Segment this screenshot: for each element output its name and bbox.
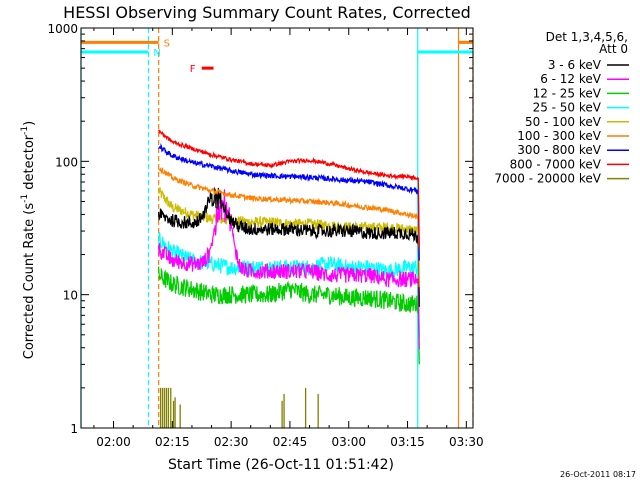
y-tick-label-1: 10: [63, 289, 78, 303]
y-tick-label-0: 1: [70, 422, 78, 436]
legend-label-3: 25 - 50 keV: [533, 101, 602, 115]
x-tick-label-2: 02:30: [214, 435, 249, 449]
x-tick-label-5: 03:15: [390, 435, 425, 449]
legend-label-2: 12 - 25 keV: [533, 86, 602, 100]
y-label-end: ): [22, 121, 37, 126]
chart-svg: HESSI Observing Summary Count Rates, Cor…: [0, 0, 640, 480]
x-tick-label-1: 02:15: [155, 435, 190, 449]
y-axis-label: Corrected Count Rate (s-1 detector-1): [20, 121, 37, 359]
x-axis-label: Start Time (26-Oct-11 01:51:42): [168, 457, 394, 473]
flag-f-label: F: [190, 64, 196, 75]
legend-label-6: 300 - 800 keV: [517, 143, 601, 157]
legend-label-8: 7000 - 20000 keV: [494, 172, 601, 186]
legend-label-7: 800 - 7000 keV: [510, 157, 602, 171]
flag-n-label: N: [153, 48, 160, 59]
x-tick-label-3: 02:45: [273, 435, 308, 449]
legend-header-2: Att 0: [599, 42, 628, 56]
flag-s-label: S: [164, 38, 170, 49]
y-tick-label-2: 100: [55, 155, 78, 169]
x-tick-label-4: 03:00: [331, 435, 366, 449]
y-label-mid: detector: [22, 134, 37, 194]
x-tick-label-6: 03:30: [449, 435, 484, 449]
legend-label-0: 3 - 6 keV: [548, 58, 602, 72]
footer-date: 26-Oct-2011 08:17: [560, 470, 636, 479]
chart-title: HESSI Observing Summary Count Rates, Cor…: [63, 3, 471, 22]
y-label-sup2: -1: [20, 126, 30, 135]
legend-label-1: 6 - 12 keV: [540, 72, 602, 86]
flags: SN F: [81, 38, 473, 75]
y-tick-label-3: 1000: [47, 22, 78, 36]
series-lines: [159, 130, 420, 428]
y-label-sup1: -1: [20, 194, 30, 203]
legend-label-4: 50 - 100 keV: [525, 115, 602, 129]
y-label-main: Corrected Count Rate (s: [22, 203, 37, 360]
series-line-2: [159, 267, 420, 365]
x-tick-label-0: 02:00: [96, 435, 131, 449]
legend-label-5: 100 - 300 keV: [517, 129, 601, 143]
